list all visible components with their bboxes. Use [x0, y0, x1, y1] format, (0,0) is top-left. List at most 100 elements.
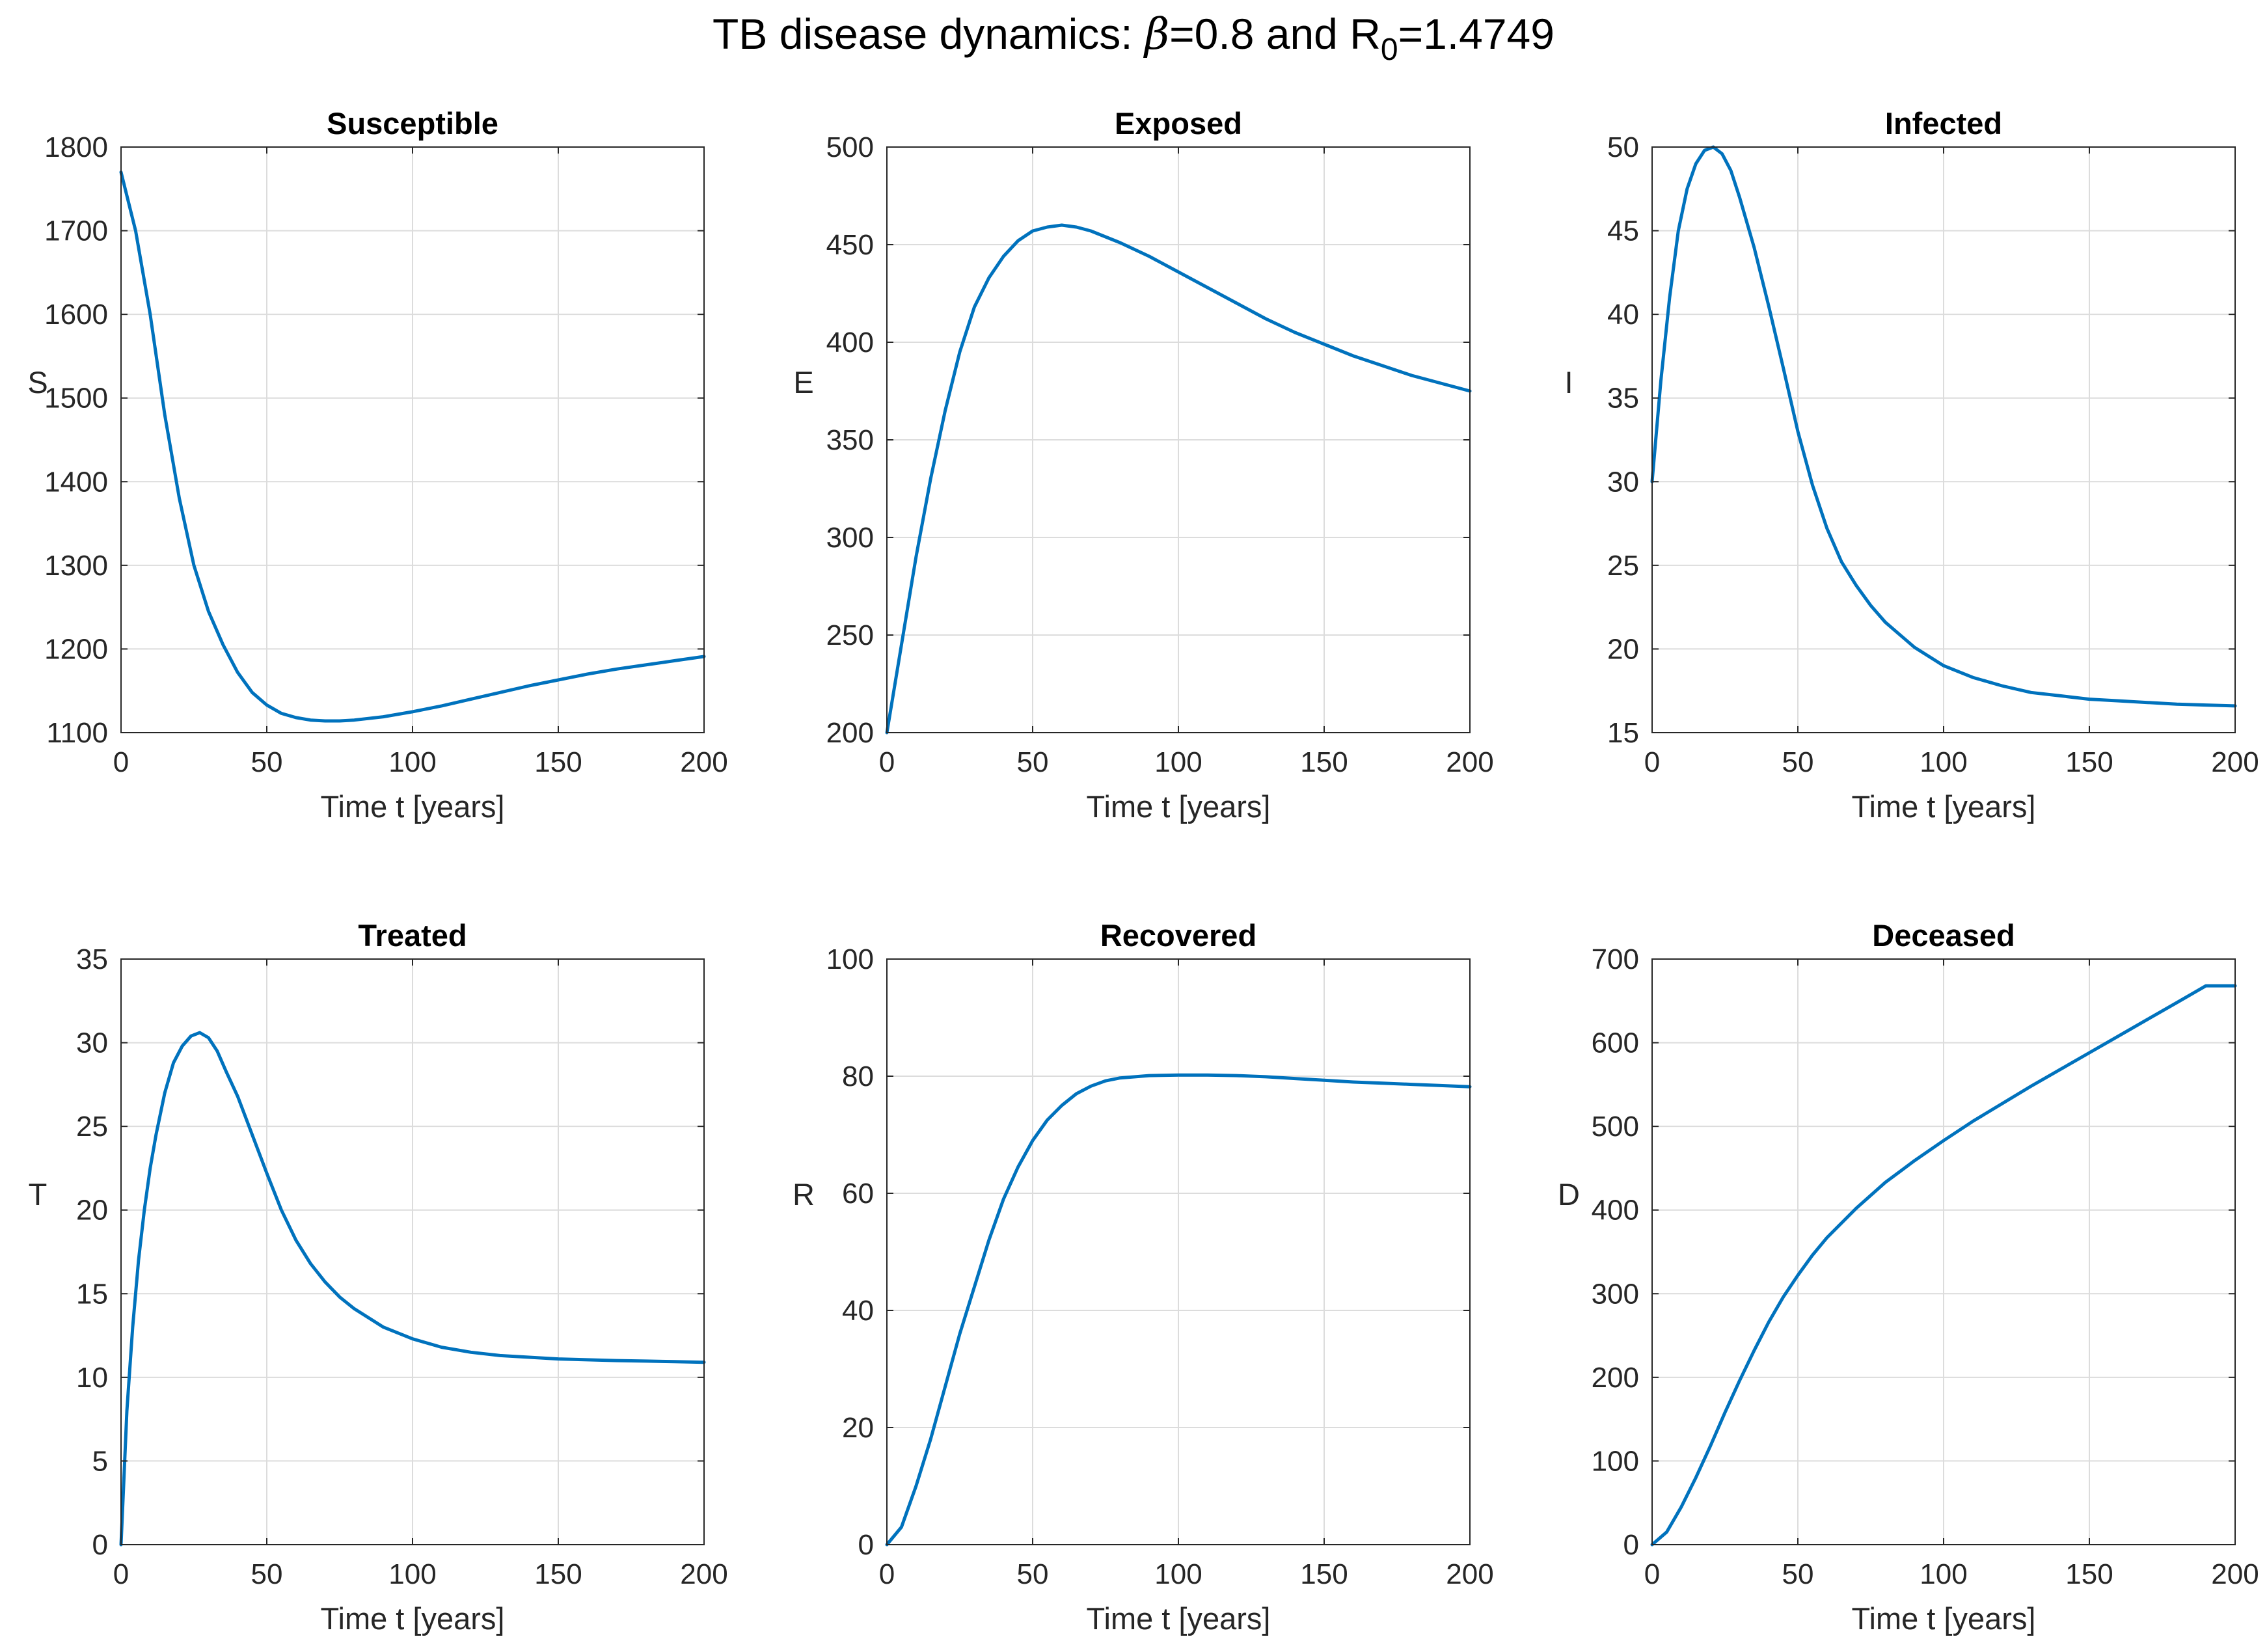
- subplot-exposed: 0 50 100 150 200 200 250 300 350 400 450 500 Exposed…: [793, 106, 1493, 824]
- y-tick-label: 45: [1607, 215, 1639, 247]
- y-axis-label: I: [1564, 365, 1573, 399]
- title-mid: =0.8 and R: [1169, 10, 1381, 58]
- y-tick-label: 100: [1592, 1445, 1639, 1477]
- y-tick-label: 1700: [44, 215, 108, 247]
- y-tick-label: 20: [76, 1195, 108, 1226]
- y-tick-label: 400: [826, 327, 874, 359]
- x-tick-label: 200: [680, 1558, 727, 1590]
- y-tick-label: 40: [842, 1295, 874, 1327]
- y-tick-label: 300: [1592, 1278, 1639, 1310]
- y-tick-label: 500: [826, 131, 874, 163]
- x-tick-label: 150: [2065, 1558, 2113, 1590]
- y-tick-label: 60: [842, 1178, 874, 1210]
- y-tick-label: 1500: [44, 383, 108, 414]
- x-axis-label: Time t [years]: [1087, 1601, 1271, 1636]
- x-axis-label: Time t [years]: [321, 789, 505, 824]
- y-tick-label: 25: [1607, 550, 1639, 582]
- series-line-i: [1650, 145, 2237, 708]
- x-tick-label: 150: [1300, 746, 1348, 778]
- x-tick-label: 100: [388, 1558, 436, 1590]
- x-tick-label: 100: [1920, 1558, 1967, 1590]
- y-tick-label: 1600: [44, 299, 108, 331]
- subplot-title: Exposed: [1115, 106, 1242, 141]
- y-tick-label: 0: [858, 1529, 874, 1561]
- y-axis-label: R: [793, 1177, 815, 1212]
- x-tick-label: 50: [1017, 746, 1049, 778]
- x-tick-label: 200: [1446, 746, 1493, 778]
- figure-title: TB disease dynamics: β=0.8 and R0=1.4749: [0, 9, 2267, 65]
- x-tick-label: 0: [879, 746, 895, 778]
- x-tick-label: 0: [1644, 1558, 1660, 1590]
- subplot-treated: 0 50 100 150 200 0 5 10 15 20 25 30 35 Treated Time t …: [29, 918, 728, 1636]
- x-tick-label: 50: [251, 746, 283, 778]
- y-axis-label: S: [27, 365, 48, 399]
- x-tick-label: 0: [113, 746, 129, 778]
- y-tick-label: 350: [826, 424, 874, 456]
- series-line-e: [885, 223, 1472, 735]
- subplot-title: Recovered: [1100, 918, 1256, 953]
- x-tick-label: 100: [1920, 746, 1967, 778]
- x-tick-label: 0: [1644, 746, 1660, 778]
- y-tick-label: 200: [826, 717, 874, 749]
- title-prefix: TB disease dynamics:: [713, 10, 1145, 58]
- y-tick-label: 300: [826, 522, 874, 554]
- y-tick-label: 250: [826, 619, 874, 651]
- y-tick-label: 200: [1592, 1362, 1639, 1394]
- y-tick-label: 25: [76, 1111, 108, 1143]
- y-tick-label: 35: [76, 943, 108, 975]
- title-suffix: =1.4749: [1398, 10, 1554, 58]
- y-tick-label: 0: [92, 1529, 108, 1561]
- y-tick-label: 1300: [44, 550, 108, 582]
- subplot-title: Susceptible: [327, 106, 498, 141]
- x-axis-label: Time t [years]: [321, 1601, 505, 1636]
- title-r0-subscript: 0: [1380, 32, 1398, 67]
- x-axis-label: Time t [years]: [1852, 789, 2036, 824]
- series-line-t: [119, 1031, 706, 1547]
- y-axis-label: T: [29, 1177, 48, 1212]
- x-tick-label: 150: [2065, 746, 2113, 778]
- x-tick-label: 50: [1782, 746, 1814, 778]
- y-tick-label: 500: [1592, 1111, 1639, 1143]
- y-tick-label: 50: [1607, 131, 1639, 163]
- x-tick-label: 50: [251, 1558, 283, 1590]
- y-tick-label: 80: [842, 1061, 874, 1092]
- x-tick-label: 150: [534, 746, 582, 778]
- subplot-title: Infected: [1885, 106, 2002, 141]
- x-tick-label: 100: [388, 746, 436, 778]
- y-axis-label: D: [1558, 1177, 1580, 1212]
- x-tick-label: 0: [113, 1558, 129, 1590]
- y-tick-label: 1200: [44, 633, 108, 665]
- series-line-s: [119, 170, 706, 723]
- y-tick-label: 1100: [46, 717, 108, 749]
- y-tick-label: 1800: [44, 131, 108, 163]
- y-tick-label: 30: [1607, 466, 1639, 498]
- series-line-r: [885, 1073, 1472, 1547]
- subplot-recovered: 0 50 100 150 200 0 20 40 60 80 100 Recovered Time t …: [793, 918, 1494, 1636]
- y-tick-label: 15: [1607, 717, 1639, 749]
- x-tick-label: 100: [1154, 746, 1202, 778]
- y-tick-label: 1400: [44, 466, 108, 498]
- y-tick-label: 30: [76, 1027, 108, 1059]
- x-tick-label: 0: [879, 1558, 895, 1590]
- subplot-infected: 0 50 100 150 200 15 20 25 30 35 40 45 50 Infected Time…: [1564, 106, 2259, 824]
- y-tick-label: 20: [1607, 633, 1639, 665]
- subplot-title: Deceased: [1872, 918, 2015, 953]
- y-tick-label: 0: [1623, 1529, 1639, 1561]
- x-tick-label: 200: [2211, 746, 2259, 778]
- subplot-deceased: 0 50 100 150 200 0 100 200 300 400 500 600 700 Deceas…: [1558, 918, 2259, 1636]
- y-tick-label: 400: [1592, 1195, 1639, 1226]
- x-tick-label: 50: [1782, 1558, 1814, 1590]
- y-tick-label: 450: [826, 229, 874, 261]
- y-tick-label: 20: [842, 1412, 874, 1444]
- y-tick-label: 15: [76, 1278, 108, 1310]
- x-tick-label: 50: [1017, 1558, 1049, 1590]
- x-axis-label: Time t [years]: [1852, 1601, 2036, 1636]
- y-tick-label: 35: [1607, 383, 1639, 414]
- y-tick-label: 100: [826, 943, 874, 975]
- x-tick-label: 150: [534, 1558, 582, 1590]
- y-tick-label: 600: [1592, 1027, 1639, 1059]
- title-beta-symbol: β: [1144, 9, 1170, 59]
- x-tick-label: 150: [1300, 1558, 1348, 1590]
